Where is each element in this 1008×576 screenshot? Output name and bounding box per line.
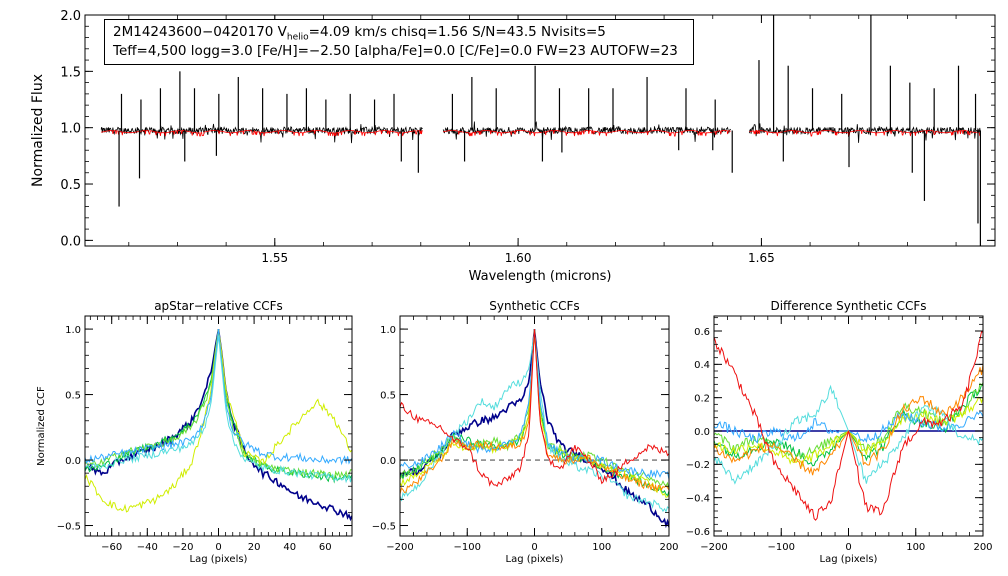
ccf-series-ccf_difference-5 (714, 384, 983, 485)
x-tick-label: 1.60 (505, 251, 532, 265)
info-line-1: 2M14243600−0420170 Vhelio=4.09 km/s chis… (113, 24, 606, 43)
x-tick-label: 200 (659, 542, 678, 553)
ccf-series-ccf_apstar-5 (85, 329, 352, 466)
x-tick-label: −20 (172, 542, 193, 553)
ccf-series-ccf_synthetic-8 (400, 329, 669, 488)
y-tick-label: 0.0 (380, 456, 396, 467)
y-tick-label: 0.0 (694, 427, 710, 438)
ccf-series-ccf_apstar-1 (85, 328, 352, 522)
y-tick-label: −0.5 (372, 521, 396, 532)
y-tick-label: 1.5 (60, 65, 81, 80)
y-tick-label: 0.0 (60, 234, 81, 249)
y-tick-label: 0.6 (694, 327, 710, 338)
y-tick-label: 0.5 (60, 178, 81, 193)
plot-area-ccf_difference (714, 331, 983, 521)
ccf-series-ccf_apstar-6 (85, 335, 352, 484)
ccf-series-ccf_synthetic-3 (400, 329, 669, 490)
x-axis-label-ccf_apstar: Lag (pixels) (190, 554, 248, 565)
y-tick-label: 1.0 (60, 122, 81, 137)
spectrum-observed-segment (100, 123, 423, 144)
x-tick-label: 0 (531, 542, 537, 553)
ccf-series-ccf_apstar-4 (85, 329, 352, 513)
y-axis-label-ccf_apstar: Normalized CCF (36, 386, 47, 466)
x-tick-label: 20 (248, 542, 261, 553)
spectrum-model-segment (101, 130, 423, 137)
x-tick-label: 0 (845, 542, 851, 553)
y-tick-label: 2.0 (60, 9, 81, 24)
spectrum-observed-segment (442, 121, 731, 142)
x-axis-label-ccf_synthetic: Lag (pixels) (506, 554, 564, 565)
y-tick-label: −0.4 (686, 493, 710, 504)
plot-area-ccf_synthetic (400, 329, 669, 529)
y-tick-label: 0.5 (65, 390, 81, 401)
spectrum-model-segment (749, 130, 981, 137)
x-tick-label: 40 (283, 542, 296, 553)
ccf-series-ccf_synthetic-6 (400, 331, 669, 513)
y-tick-label: 0.4 (694, 360, 710, 371)
y-tick-label: 1.0 (380, 325, 396, 336)
x-tick-label: −100 (454, 542, 481, 553)
spectrum-info-box: 2M14243600−0420170 Vhelio=4.09 km/s chis… (104, 19, 694, 65)
x-tick-label: 0 (215, 542, 221, 553)
y-tick-label: −0.6 (686, 527, 710, 538)
info-line-2: Teff=4,500 logg=3.0 [Fe/H]=−2.50 [alpha/… (113, 43, 678, 59)
x-axis-label-ccf_difference: Lag (pixels) (820, 554, 878, 565)
info-line-1-prefix: 2M14243600−0420170 V (113, 24, 287, 40)
chart-title-ccf_synthetic: Synthetic CCFs (489, 299, 579, 313)
y-tick-label: −0.5 (57, 521, 81, 532)
x-tick-label: 1.65 (748, 251, 775, 265)
x-tick-label: 100 (592, 542, 611, 553)
info-line-1-subscript: helio (286, 32, 309, 43)
x-tick-label: 1.55 (261, 251, 288, 265)
y-axis-label-spectrum: Normalized Flux (30, 74, 46, 187)
ccf-series-ccf_difference-7 (714, 331, 983, 521)
x-axis-label-spectrum: Wavelength (microns) (469, 269, 612, 284)
x-tick-label: 200 (973, 542, 992, 553)
plot-area-ccf_apstar (85, 328, 352, 522)
ccf-series-ccf_synthetic-1 (400, 329, 669, 529)
x-tick-label: 60 (319, 542, 332, 553)
x-tick-label: 100 (906, 542, 925, 553)
chart-title-ccf_difference: Difference Synthetic CCFs (770, 299, 926, 313)
y-tick-label: 1.0 (65, 325, 81, 336)
x-tick-label: −200 (386, 542, 413, 553)
x-tick-label: −40 (137, 542, 158, 553)
y-tick-label: 0.5 (380, 390, 396, 401)
x-tick-label: −200 (700, 542, 727, 553)
info-line-1-suffix: =4.09 km/s chisq=1.56 S/N=43.5 Nvisits=5 (308, 24, 606, 40)
spectrum-model-segment (443, 130, 731, 137)
x-tick-label: −60 (101, 542, 122, 553)
y-tick-label: 0.0 (65, 456, 81, 467)
y-tick-label: −0.2 (686, 460, 710, 471)
y-tick-label: 0.2 (694, 393, 710, 404)
x-tick-label: −100 (768, 542, 795, 553)
chart-title-ccf_apstar: apStar−relative CCFs (154, 299, 283, 313)
axes-frame-spectrum (84, 14, 996, 247)
plot-area-spectrum (100, 15, 982, 246)
spectrum-observed-segment (748, 123, 981, 143)
